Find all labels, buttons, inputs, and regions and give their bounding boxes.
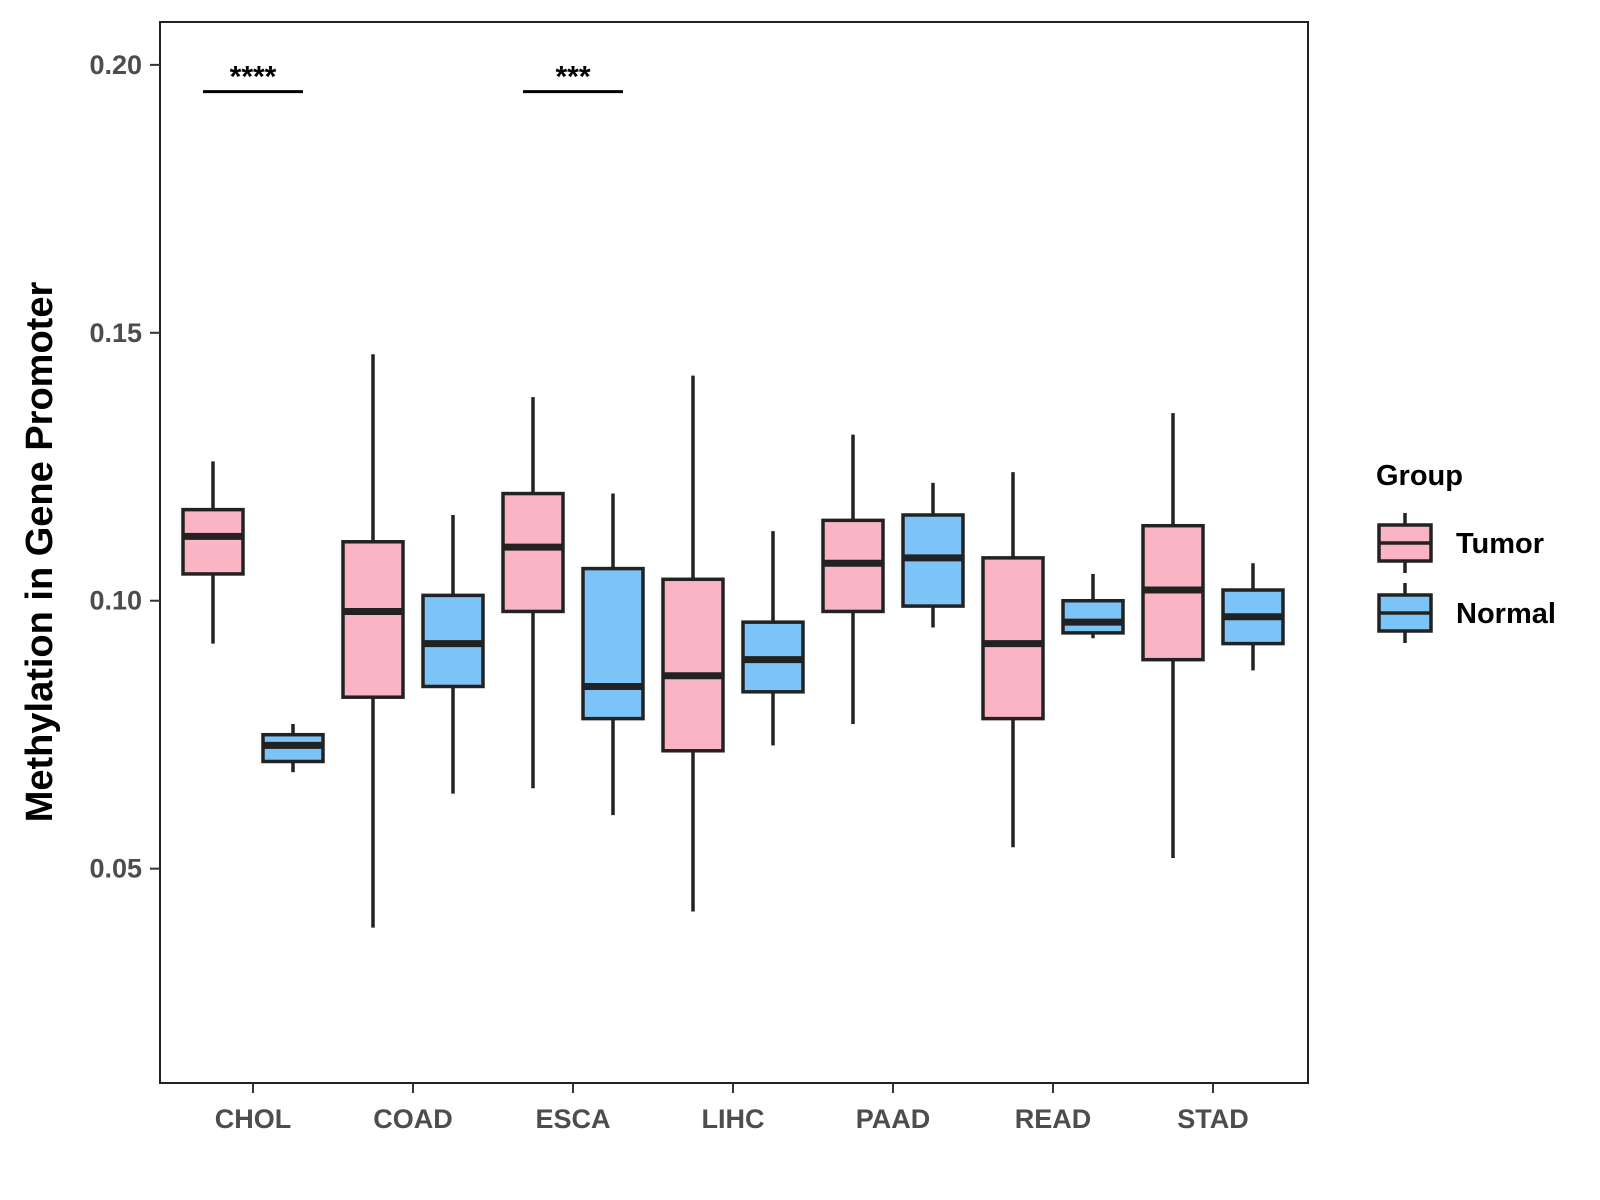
y-tick-label: 0.05 xyxy=(89,854,142,884)
x-tick-label: READ xyxy=(1015,1104,1092,1134)
box-chol-normal xyxy=(261,723,325,773)
significance-label: **** xyxy=(230,61,277,94)
x-tick-label: ESCA xyxy=(535,1104,610,1134)
y-tick-label: 0.10 xyxy=(89,586,142,616)
legend-item-tumor: Tumor xyxy=(1377,513,1544,573)
box-coad-tumor xyxy=(341,354,405,928)
plot-panel-border xyxy=(159,21,1309,1084)
box-body xyxy=(341,540,405,699)
box-lihc-normal xyxy=(741,531,805,746)
box-coad-normal xyxy=(421,514,485,794)
box-stad-normal xyxy=(1221,563,1285,671)
x-tick-label: LIHC xyxy=(702,1104,765,1134)
x-tick-label: STAD xyxy=(1177,1104,1249,1134)
legend-label: Normal xyxy=(1456,598,1556,630)
x-tick-label: PAAD xyxy=(856,1104,931,1134)
x-tick-label: CHOL xyxy=(215,1104,292,1134)
box-stad-tumor xyxy=(1141,413,1205,858)
box-chol-tumor xyxy=(181,461,245,644)
y-tick-label: 0.20 xyxy=(89,50,142,80)
box-body xyxy=(1061,598,1125,635)
box-body xyxy=(501,491,565,614)
box-paad-tumor xyxy=(821,434,885,724)
box-esca-normal xyxy=(581,493,645,816)
box-read-normal xyxy=(1061,573,1125,639)
box-body xyxy=(181,507,245,576)
legend-title: Group xyxy=(1376,460,1463,492)
legend-item-normal: Normal xyxy=(1377,583,1556,643)
plot-area: **** *** xyxy=(181,61,1285,928)
box-esca-tumor xyxy=(501,397,565,789)
box-paad-normal xyxy=(901,482,965,628)
box-body xyxy=(661,577,725,753)
axes: 0.05 0.10 0.15 0.20 CHOL COAD ESCA LIHC PAAD READ… xyxy=(89,21,1309,1134)
x-tick-label: COAD xyxy=(373,1104,453,1134)
y-tick-label: 0.15 xyxy=(89,318,142,348)
y-axis-title: Methylation in Gene Promoter xyxy=(19,282,61,823)
box-body xyxy=(981,556,1045,721)
significance-label: *** xyxy=(555,61,590,94)
legend-label: Tumor xyxy=(1456,528,1544,560)
box-body xyxy=(581,566,645,721)
box-lihc-tumor xyxy=(661,375,725,912)
legend: Group Tumor Normal xyxy=(1376,460,1556,643)
box-read-tumor xyxy=(981,472,1045,848)
